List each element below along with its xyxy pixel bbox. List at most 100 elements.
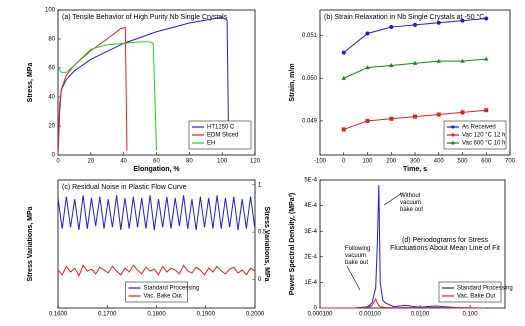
y2-tick-label: 0	[258, 277, 262, 283]
x-tick-label: 40	[120, 159, 127, 165]
y-tick-label: 1E-4	[304, 280, 317, 286]
y-tick-label: 40	[48, 95, 55, 101]
x-tick-label: 700	[505, 159, 516, 165]
y2-tick-label: 0.5	[258, 230, 267, 236]
series-line	[57, 264, 256, 277]
title-line: (d) Periodograms for Stress	[402, 237, 488, 244]
legend-label: HT1250 C	[207, 125, 235, 131]
marker	[412, 60, 418, 65]
x-tick-label: 600	[481, 159, 492, 165]
x-tick-label: 0.00100	[359, 312, 381, 318]
marker	[484, 108, 489, 113]
marker	[389, 63, 394, 68]
annotation-arrow	[346, 265, 361, 291]
chart-title: (b) Strain Relaxation in Nb Single Cryst…	[324, 13, 484, 21]
annotation-line: vacuum	[345, 253, 366, 259]
marker	[484, 16, 489, 21]
annotation-line: Following	[345, 246, 370, 252]
marker	[460, 58, 465, 63]
annotation: Following vacuum bake out	[345, 246, 370, 266]
x-tick-label: 300	[410, 159, 421, 165]
marker	[389, 116, 394, 121]
marker	[413, 114, 417, 119]
legend-box	[125, 281, 188, 303]
y-tick-label: 0	[314, 306, 318, 312]
legend-label: EDM Sliced	[207, 133, 238, 139]
series-line	[320, 297, 486, 309]
legend-label: As Received	[462, 125, 496, 131]
y-tick-label: 0.049	[302, 118, 318, 124]
x-tick-label: 0.0100	[411, 312, 430, 318]
x-tick-label: 20	[87, 159, 94, 165]
annotation-line: vacuum	[400, 200, 421, 206]
chart-title: (d) Periodograms for Stress Fluctuations …	[390, 237, 500, 252]
series-line	[57, 195, 256, 230]
x-tick-label: 0.1800	[147, 312, 166, 318]
x-tick-label: 0	[342, 159, 346, 165]
series-line	[57, 41, 157, 151]
marker	[460, 18, 465, 23]
legend-label: Vac 120 °C 12 h	[462, 133, 505, 139]
legend-label: Vac 600 °C 10 h	[462, 141, 505, 147]
y-tick-label: 2E-4	[304, 254, 317, 260]
y-axis-label: Strain, m/m	[289, 63, 296, 101]
legend-marker	[451, 133, 455, 137]
marker	[389, 25, 394, 30]
series-line	[320, 185, 486, 309]
legend-label: Vac. Bake Out	[457, 294, 496, 300]
marker	[413, 22, 417, 27]
y-tick-label: 60	[48, 66, 55, 72]
legend-label: Vac. Bake Out	[144, 294, 183, 300]
x-tick-label: 120	[250, 159, 261, 165]
legend-label: EH	[207, 141, 215, 147]
marker	[341, 127, 346, 132]
y-tick-label: 80	[48, 37, 55, 43]
marker	[436, 112, 441, 117]
marker	[365, 65, 370, 70]
y-tick-label: 4E-4	[304, 203, 317, 209]
y-tick-label: 100	[45, 8, 56, 14]
x-tick-label: 0.2000	[246, 312, 265, 318]
y-tick-label: 0.050	[302, 76, 318, 82]
legend-box	[438, 281, 502, 303]
x-tick-label: 0.100	[463, 312, 479, 318]
marker	[436, 20, 441, 25]
x-tick-label: 200	[386, 159, 397, 165]
x-tick-label: 80	[186, 159, 193, 165]
x-tick-label: 400	[434, 159, 445, 165]
title-line: Fluctuations About Mean Line of Fit	[390, 245, 500, 252]
y-tick-label: 0	[52, 153, 56, 159]
marker	[436, 58, 441, 63]
y-tick-label: 20	[48, 124, 55, 130]
x-tick-label: 0.1600	[49, 312, 68, 318]
x-tick-label: 0.1900	[197, 312, 216, 318]
marker	[484, 56, 489, 61]
y-axis-label: Power Spectral Density, (MPa²)	[289, 193, 296, 296]
chart-title: (c) Residual Noise in Plastic Flow Curve	[62, 184, 187, 191]
y-axis-label: Stress, MPa	[27, 63, 34, 103]
marker	[365, 31, 370, 36]
x-tick-label: 0	[56, 159, 60, 165]
marker	[341, 50, 346, 55]
x-tick-label: 60	[153, 159, 160, 165]
series-line	[57, 26, 128, 156]
marker	[460, 110, 465, 115]
legend-marker	[451, 125, 455, 129]
marker	[341, 75, 346, 80]
x-axis-label: Elongation, %	[133, 166, 180, 173]
marker	[365, 118, 370, 123]
y2-tick-label: 1	[258, 182, 262, 188]
annotation-line: bake out	[400, 207, 423, 213]
x-tick-label: 500	[457, 159, 468, 165]
annotation-line: Without	[400, 193, 421, 199]
annotation: Without vacuum bake out	[400, 193, 423, 213]
y-tick-label: 0.051	[302, 33, 318, 39]
y2-axis-label: Stress Variations, MPa	[263, 206, 270, 281]
x-axis-label: Time, s	[403, 166, 427, 173]
legend-label: Standard Processing	[457, 286, 513, 292]
x-tick-label: 100	[362, 159, 373, 165]
x-tick-label: 0.1700	[98, 312, 117, 318]
chart-title: (a) Tensile Behavior of High Purity Nb S…	[62, 14, 228, 21]
x-tick-label: -100	[314, 159, 327, 165]
